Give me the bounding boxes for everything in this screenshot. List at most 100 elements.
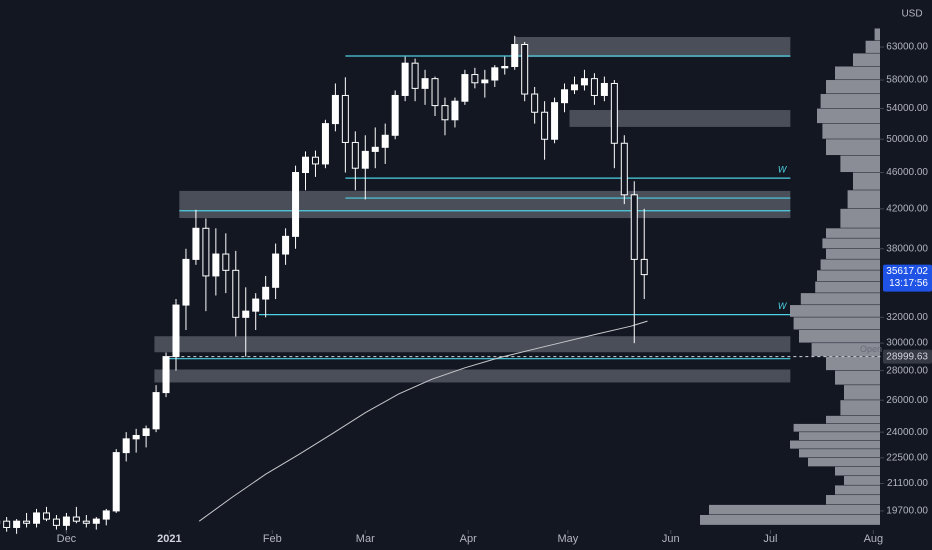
volume-profile-bar [865, 40, 880, 53]
candle-body [132, 434, 140, 440]
candle-body [13, 520, 21, 528]
x-tick-label: Mar [356, 533, 375, 545]
candle-body [471, 74, 479, 84]
y-tick-label: 30000.00 [886, 338, 928, 349]
y-tick-label: 54000.00 [886, 103, 928, 114]
candle-body [341, 94, 349, 143]
volume-profile-bar [826, 80, 880, 94]
candle-body [441, 105, 449, 121]
candle-body [62, 516, 70, 526]
volume-profile-bar [820, 259, 880, 270]
volume-profile-bar [790, 305, 880, 317]
candle-body [232, 269, 240, 318]
x-tick-label: Jul [763, 533, 777, 545]
volume-profile-bar [853, 53, 880, 66]
volume-profile-bar [835, 485, 880, 495]
candle-body [451, 100, 459, 121]
volume-profile-bar [709, 504, 880, 515]
candle-body [92, 518, 100, 524]
volume-profile-bar [826, 356, 880, 371]
moving-average [198, 320, 648, 522]
open-price-label: 28999.63 [886, 351, 928, 362]
volume-profile-bar [835, 370, 880, 385]
candle-body [511, 44, 519, 67]
volume-profile-bar [840, 400, 880, 416]
candle-body [331, 94, 339, 125]
candle-body [152, 392, 160, 430]
candle-body [561, 89, 569, 104]
volume-profile-bar [793, 423, 880, 432]
volume-profile-bar [820, 94, 880, 109]
candle-body [531, 93, 539, 113]
y-tick-label: 58000.00 [886, 75, 928, 86]
volume-profile-bar [815, 281, 880, 293]
candle-body [461, 74, 469, 102]
x-tick-label: Apr [460, 533, 477, 545]
candle-body [202, 227, 210, 277]
y-tick-label: 32000.00 [886, 312, 928, 323]
volume-profile-bar [844, 476, 880, 485]
volume-profile-bar [844, 385, 880, 400]
candle-body [142, 428, 150, 436]
candle-body [501, 65, 509, 69]
volume-profile-bar [847, 190, 880, 209]
volume-profile-bar [811, 343, 880, 357]
countdown: 13:17:56 [889, 278, 928, 289]
currency-label: USD [901, 9, 922, 20]
candle-body [321, 123, 329, 165]
x-tick-label: Aug [864, 533, 884, 545]
volume-profile-bar [800, 293, 880, 305]
open-label: Open [860, 344, 882, 354]
y-tick-label: 19700.00 [886, 506, 928, 517]
zone [154, 336, 791, 353]
candle-body [590, 78, 598, 96]
candle-body [3, 520, 11, 528]
candle-body [52, 518, 60, 526]
y-tick-label: 38000.00 [886, 243, 928, 254]
level-label: W [778, 301, 788, 311]
candle-body [541, 111, 549, 140]
candle-body [292, 172, 300, 237]
x-tick-label: 2021 [157, 533, 181, 545]
volume-profile-bar [817, 108, 880, 124]
y-tick-label: 46000.00 [886, 167, 928, 178]
volume-profile-bar [822, 123, 880, 139]
y-tick-label: 26000.00 [886, 395, 928, 406]
volume-profile-bar [808, 457, 880, 467]
candle-body [72, 516, 80, 522]
candle-body [182, 258, 190, 306]
y-tick-label: 21100.00 [887, 478, 928, 489]
candle-body [630, 194, 638, 260]
volume-profile-bar [700, 514, 880, 525]
candle-body [381, 134, 389, 148]
volume-profile-bar [840, 155, 880, 173]
volume-profile-bar [799, 449, 880, 458]
x-tick-label: Dec [57, 533, 77, 545]
x-tick-label: Feb [263, 533, 282, 545]
candle-body [42, 512, 50, 520]
candle-body [371, 146, 379, 152]
candle-body [212, 253, 220, 277]
volume-profile-bar [822, 238, 880, 249]
candle-body [610, 82, 618, 144]
candle-body [252, 298, 260, 312]
candle-body [282, 235, 290, 255]
y-tick-label: 50000.00 [886, 134, 928, 145]
last-price-label: 35617.02 [886, 266, 928, 277]
zone [569, 110, 791, 127]
level-label: W [778, 164, 788, 174]
candle-body [491, 67, 499, 81]
candle-body [570, 84, 578, 91]
candle-body [272, 253, 280, 288]
candle-body [580, 78, 588, 86]
zone [514, 37, 791, 58]
candle-body [620, 142, 628, 196]
volume-profile-bar [817, 270, 880, 282]
volume-profile-bar [799, 330, 880, 343]
volume-profile-bar [826, 139, 880, 156]
candle-body [112, 452, 120, 512]
zone [179, 190, 791, 219]
last-price-tag [883, 264, 932, 292]
volume-profile-bar [840, 208, 880, 228]
candle-body [82, 520, 90, 524]
